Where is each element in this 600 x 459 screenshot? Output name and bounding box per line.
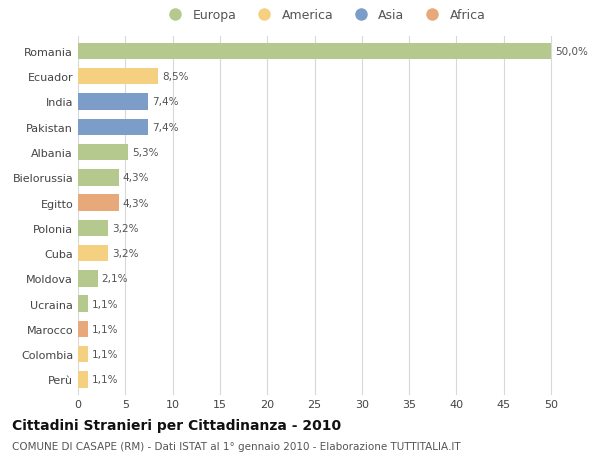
Bar [78, 119, 148, 136]
Text: 1,1%: 1,1% [92, 349, 119, 359]
Text: 3,2%: 3,2% [112, 224, 139, 233]
Text: 7,4%: 7,4% [152, 97, 178, 107]
Bar [78, 44, 551, 60]
Bar [78, 321, 88, 337]
Text: 2,1%: 2,1% [101, 274, 128, 284]
Text: 3,2%: 3,2% [112, 249, 139, 258]
Text: 1,1%: 1,1% [92, 299, 119, 309]
Text: 1,1%: 1,1% [92, 375, 119, 385]
Bar [78, 94, 148, 111]
Bar [78, 145, 128, 161]
Text: 4,3%: 4,3% [122, 173, 149, 183]
Text: 5,3%: 5,3% [132, 148, 158, 158]
Text: Cittadini Stranieri per Cittadinanza - 2010: Cittadini Stranieri per Cittadinanza - 2… [12, 418, 341, 431]
Text: 4,3%: 4,3% [122, 198, 149, 208]
Text: 50,0%: 50,0% [555, 47, 588, 57]
Text: 1,1%: 1,1% [92, 324, 119, 334]
Bar [78, 371, 88, 388]
Text: COMUNE DI CASAPE (RM) - Dati ISTAT al 1° gennaio 2010 - Elaborazione TUTTITALIA.: COMUNE DI CASAPE (RM) - Dati ISTAT al 1°… [12, 441, 461, 451]
Bar [78, 346, 88, 363]
Legend: Europa, America, Asia, Africa: Europa, America, Asia, Africa [158, 4, 490, 27]
Bar [78, 69, 158, 85]
Text: 7,4%: 7,4% [152, 123, 178, 133]
Bar [78, 170, 119, 186]
Bar [78, 220, 108, 236]
Bar [78, 270, 98, 287]
Bar [78, 296, 88, 312]
Bar [78, 195, 119, 211]
Text: 8,5%: 8,5% [162, 72, 189, 82]
Bar [78, 246, 108, 262]
